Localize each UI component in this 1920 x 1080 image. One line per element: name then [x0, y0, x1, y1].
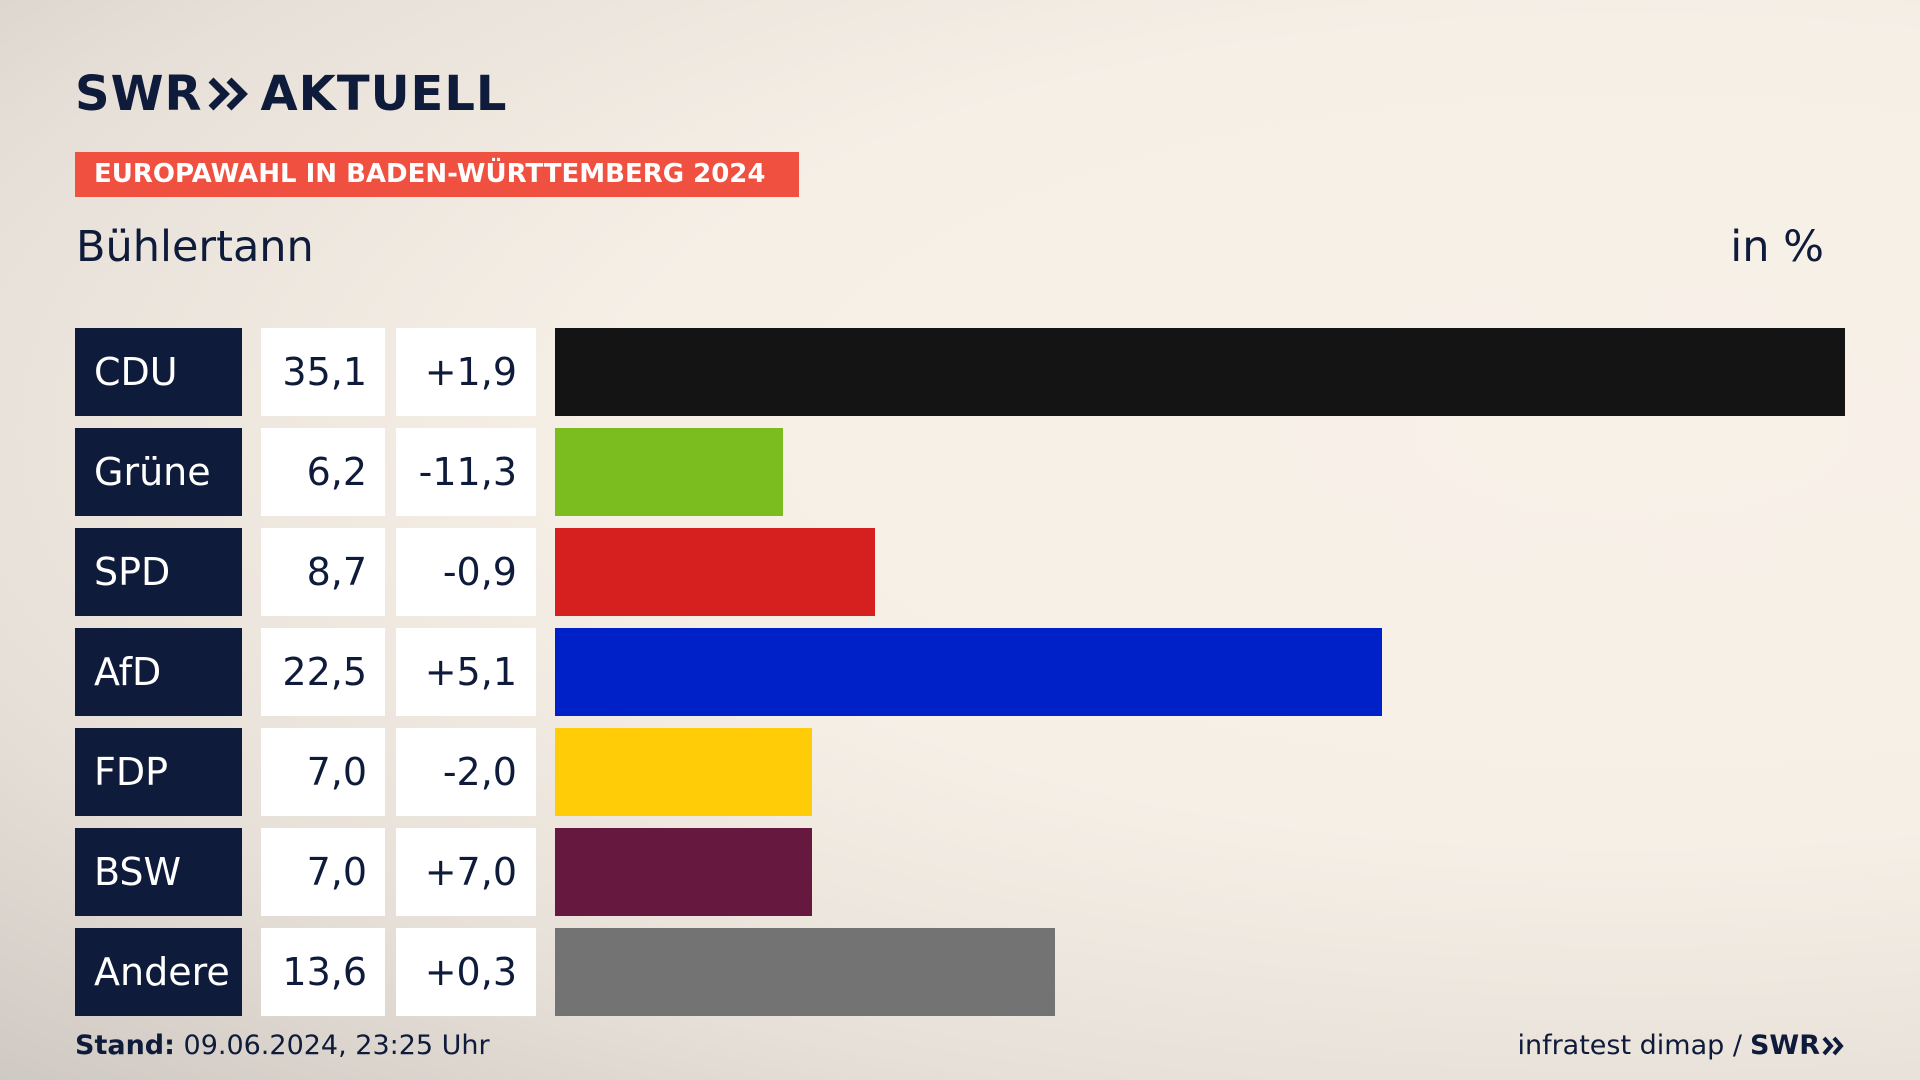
- result-bar: [555, 828, 812, 916]
- result-bar: [555, 528, 875, 616]
- source-brand: SWR: [1750, 1030, 1844, 1061]
- party-label: CDU: [75, 328, 242, 416]
- election-banner: EUROPAWAHL IN BADEN-WÜRTTEMBERG 2024: [75, 152, 799, 197]
- vote-share-value: 8,7: [261, 528, 385, 616]
- result-bar: [555, 628, 1382, 716]
- result-bar: [555, 928, 1055, 1016]
- change-value: -2,0: [396, 728, 536, 816]
- source-text: infratest dimap /: [1517, 1030, 1742, 1061]
- vote-share-value: 13,6: [261, 928, 385, 1016]
- source-brand-text: SWR: [1749, 1030, 1820, 1061]
- change-value: -11,3: [396, 428, 536, 516]
- vote-share-value: 35,1: [261, 328, 385, 416]
- vote-share-value: 6,2: [261, 428, 385, 516]
- logo-swr-text: SWR: [75, 66, 203, 122]
- change-value: +7,0: [396, 828, 536, 916]
- change-value: +1,9: [396, 328, 536, 416]
- party-label: SPD: [75, 528, 242, 616]
- party-label: Andere: [75, 928, 242, 1016]
- result-bar: [555, 328, 1845, 416]
- logo-aktuell-text: AKTUELL: [260, 66, 508, 122]
- stand-label: Stand:: [75, 1030, 175, 1061]
- stand-value: 09.06.2024, 23:25 Uhr: [183, 1030, 490, 1061]
- double-chevron-icon: [209, 77, 249, 111]
- party-label: BSW: [75, 828, 242, 916]
- unit-label: in %: [1730, 222, 1824, 272]
- party-label: FDP: [75, 728, 242, 816]
- vote-share-value: 7,0: [261, 728, 385, 816]
- vote-share-value: 22,5: [261, 628, 385, 716]
- source-credit: infratest dimap / SWR: [1517, 1030, 1844, 1061]
- double-chevron-icon: [1822, 1036, 1844, 1055]
- change-value: -0,9: [396, 528, 536, 616]
- vote-share-value: 7,0: [261, 828, 385, 916]
- party-label: AfD: [75, 628, 242, 716]
- change-value: +5,1: [396, 628, 536, 716]
- change-value: +0,3: [396, 928, 536, 1016]
- party-label: Grüne: [75, 428, 242, 516]
- region-title: Bühlertann: [76, 222, 314, 272]
- result-bar: [555, 428, 783, 516]
- timestamp: Stand: 09.06.2024, 23:25 Uhr: [75, 1030, 490, 1061]
- result-bar: [555, 728, 812, 816]
- swr-aktuell-logo: SWR AKTUELL: [75, 66, 508, 122]
